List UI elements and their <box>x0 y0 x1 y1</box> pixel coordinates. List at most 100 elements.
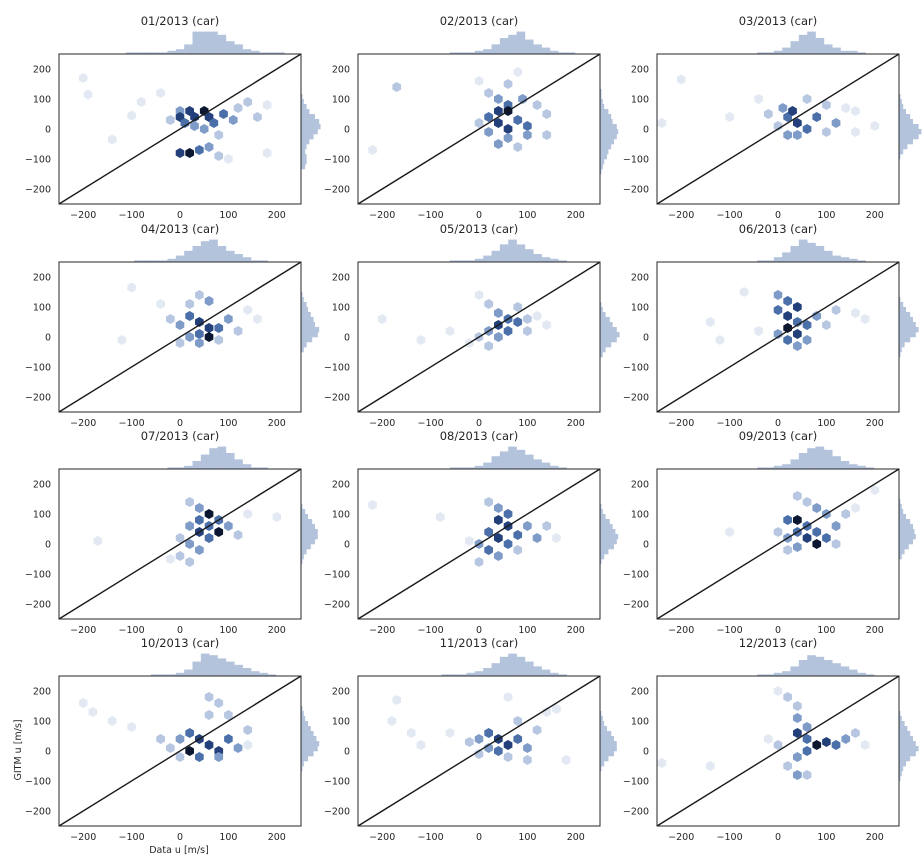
hexbin-cell <box>764 734 773 744</box>
y-marginal-bar <box>301 134 314 140</box>
x-marginal-bar <box>823 250 833 262</box>
y-marginal-bar <box>600 149 609 155</box>
x-tick-label: 200 <box>567 832 585 843</box>
x-marginal-bar <box>184 669 193 676</box>
hexbin-cell <box>764 109 773 119</box>
hexbin-cell <box>166 314 175 324</box>
hexbin-cell <box>542 130 552 140</box>
x-marginal-bar <box>773 257 783 262</box>
hexbin-cell <box>195 752 204 762</box>
y-tick-label: 200 <box>631 480 649 491</box>
y-tick-label: −200 <box>324 393 350 404</box>
x-tick-label: 200 <box>268 418 286 429</box>
hexbin-cell <box>831 521 841 531</box>
hexbin-cell <box>185 497 194 507</box>
identity-line <box>357 53 601 205</box>
hexbin-cell <box>783 761 792 771</box>
x-marginal-bar <box>499 656 509 676</box>
y-marginal-bar <box>600 154 607 160</box>
hexbin-cell <box>552 533 561 543</box>
hexbin-cell <box>802 320 812 330</box>
x-marginal-bar <box>499 451 509 469</box>
plot-frame <box>58 261 302 413</box>
y-marginal-bar <box>301 94 303 100</box>
x-marginal-bar <box>757 674 766 676</box>
hexbin-cell <box>185 299 194 309</box>
hexbin-cell <box>484 127 493 137</box>
y-marginal-bar <box>301 317 314 323</box>
x-marginal-bar <box>449 260 459 262</box>
hexbin-cell <box>793 130 802 140</box>
y-tick-label: 0 <box>344 333 350 344</box>
hexbin-cell <box>523 743 532 753</box>
subplot-title: 07/2013 (car) <box>141 429 220 443</box>
y-marginal-bar <box>899 307 906 313</box>
hexbin-cell <box>523 121 532 131</box>
hexbin-cell <box>494 332 503 342</box>
y-marginal-bar <box>899 114 911 120</box>
y-tick-label: 100 <box>33 303 51 314</box>
hexbin-cell <box>195 545 204 555</box>
hexbin-cell <box>773 329 783 339</box>
subplot-title: 10/2013 (car) <box>141 636 220 650</box>
hexbin-cell <box>224 521 233 531</box>
hexbin-cell <box>484 112 493 122</box>
plot-frame <box>357 675 601 827</box>
y-marginal-bar <box>301 509 306 515</box>
x-marginal-bar <box>259 672 268 676</box>
y-tick-label: 100 <box>332 510 350 521</box>
hexbin-cell <box>214 752 224 762</box>
x-marginal-bar <box>200 241 210 262</box>
y-marginal-bar <box>600 114 612 120</box>
x-marginal-bar <box>491 456 501 469</box>
hexbin-cell <box>513 67 523 77</box>
subplot-title: 11/2013 (car) <box>440 636 519 650</box>
x-tick-label: −200 <box>70 210 96 221</box>
y-marginal-bar <box>600 119 613 125</box>
x-marginal-bar <box>225 41 235 54</box>
hexbin-cell <box>532 100 542 110</box>
y-tick-label: 200 <box>332 480 350 491</box>
subplot-title: 04/2013 (car) <box>141 222 220 236</box>
x-marginal-bar <box>541 462 551 469</box>
y-tick-label: 200 <box>33 480 51 491</box>
hexbin-cell <box>185 728 194 738</box>
x-tick-label: −100 <box>418 210 444 221</box>
x-tick-label: 100 <box>518 418 536 429</box>
hexbin-cell <box>195 515 204 525</box>
hexbin-cell <box>494 118 503 128</box>
hexbin-cell <box>156 88 165 98</box>
hexbin-cell <box>783 296 792 306</box>
x-tick-label: 0 <box>177 210 183 221</box>
identity-line <box>656 675 900 827</box>
y-marginal-bar <box>301 327 320 333</box>
y-marginal-bar <box>899 776 901 782</box>
x-marginal-bar <box>242 668 252 676</box>
hexbin-cell <box>199 124 209 134</box>
hexbin-cell <box>175 320 185 330</box>
subplot: 09/2013 (car) −200 −100 0 100 200 −200 −100 0 100… <box>623 429 916 636</box>
x-marginal-bar <box>524 661 534 676</box>
hexbin-cell <box>180 118 190 128</box>
hexbin-cell <box>812 503 822 513</box>
hexbin-cell <box>851 106 860 116</box>
y-marginal-bar <box>301 149 306 155</box>
y-tick-label: 0 <box>45 747 51 758</box>
x-tick-label: 200 <box>567 418 585 429</box>
hexbin-cell <box>657 758 667 768</box>
x-marginal-bar <box>225 250 235 262</box>
y-marginal-bar <box>600 519 610 525</box>
x-tick-label: −200 <box>668 625 694 636</box>
x-marginal-bar <box>259 260 268 262</box>
x-marginal-bar <box>458 260 467 262</box>
x-marginal-bar <box>524 454 534 469</box>
hexbin-cell <box>377 314 387 324</box>
y-marginal-bar <box>301 347 304 353</box>
x-marginal-bar <box>848 258 858 262</box>
hexbin-cell <box>243 305 253 315</box>
hexbin-cell <box>802 124 812 134</box>
hexbin-cell <box>552 704 561 714</box>
hexbin-cell <box>416 335 426 345</box>
x-tick-label: −200 <box>369 832 395 843</box>
y-marginal-bar <box>301 119 320 125</box>
